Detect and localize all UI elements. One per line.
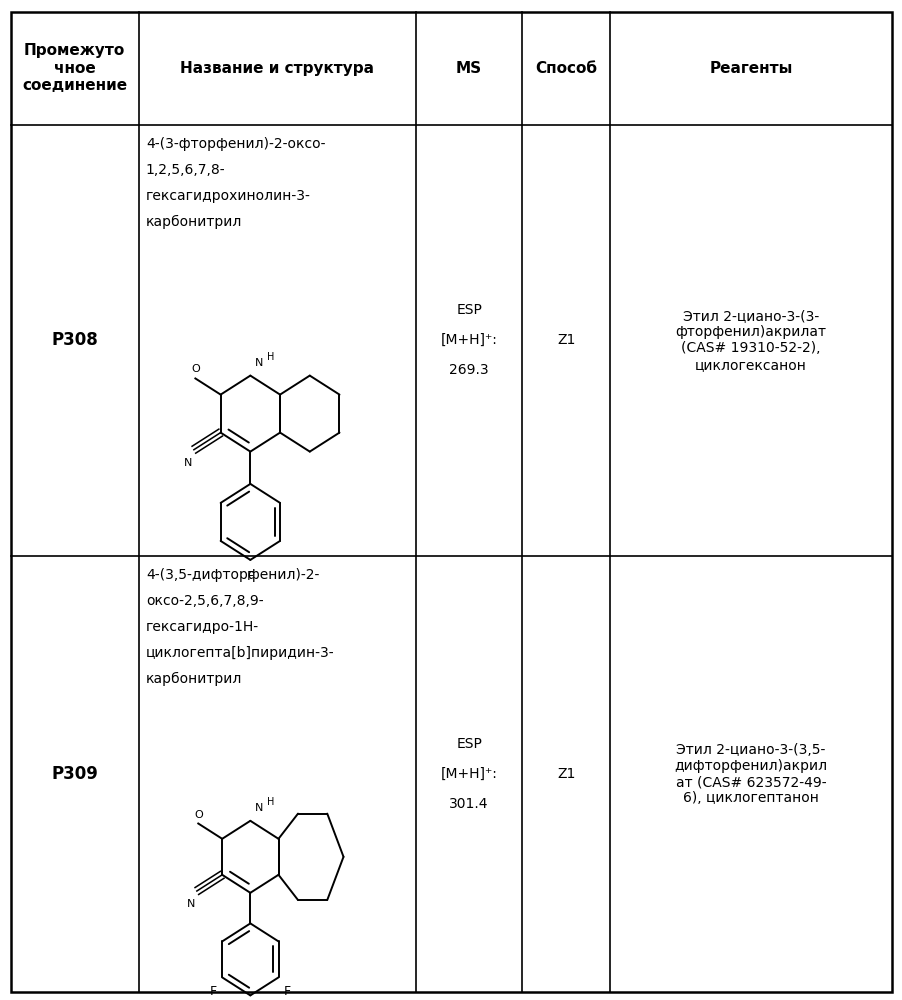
Text: карбонитрил: карбонитрил bbox=[146, 215, 242, 229]
Text: P309: P309 bbox=[51, 765, 98, 783]
Text: N: N bbox=[254, 358, 263, 368]
Text: гексагидро-1Н-: гексагидро-1Н- bbox=[146, 620, 259, 634]
Text: Промежуто
чное
соединение: Промежуто чное соединение bbox=[23, 43, 127, 93]
Text: Z1: Z1 bbox=[557, 333, 575, 347]
Text: [M+H]⁺:: [M+H]⁺: bbox=[440, 333, 497, 347]
Text: 269.3: 269.3 bbox=[449, 363, 488, 377]
Text: N: N bbox=[183, 458, 192, 468]
Text: ESP: ESP bbox=[456, 737, 482, 751]
Text: гексагидрохинолин-3-: гексагидрохинолин-3- bbox=[146, 189, 310, 203]
Text: P308: P308 bbox=[51, 331, 98, 349]
Text: O: O bbox=[194, 810, 202, 820]
Text: O: O bbox=[191, 364, 199, 374]
Text: циклогепта[b]пиридин-3-: циклогепта[b]пиридин-3- bbox=[146, 646, 334, 660]
Text: H: H bbox=[266, 797, 273, 807]
Text: Название и структура: Название и структура bbox=[180, 61, 374, 76]
Text: N: N bbox=[187, 899, 195, 909]
Text: 301.4: 301.4 bbox=[449, 797, 488, 811]
Text: Способ: Способ bbox=[535, 61, 596, 76]
Text: карбонитрил: карбонитрил bbox=[146, 672, 242, 686]
Text: оксо-2,5,6,7,8,9-: оксо-2,5,6,7,8,9- bbox=[146, 594, 263, 608]
Text: H: H bbox=[266, 352, 273, 362]
Text: Этил 2-циано-3-(3-
фторфенил)акрилат
(CAS# 19310-52-2),
циклогексанон: Этил 2-циано-3-(3- фторфенил)акрилат (CA… bbox=[675, 309, 825, 372]
Text: N: N bbox=[254, 803, 263, 813]
Text: F: F bbox=[246, 570, 253, 583]
Text: 1,2,5,6,7,8-: 1,2,5,6,7,8- bbox=[146, 163, 226, 177]
Text: 4-(3,5-дифторфенил)-2-: 4-(3,5-дифторфенил)-2- bbox=[146, 568, 319, 582]
Text: MS: MS bbox=[456, 61, 482, 76]
Text: Этил 2-циано-3-(3,5-
дифторфенил)акрил
ат (CAS# 623572-49-
6), циклогептанон: Этил 2-циано-3-(3,5- дифторфенил)акрил а… bbox=[674, 743, 827, 805]
Text: F: F bbox=[283, 985, 290, 998]
Text: 4-(3-фторфенил)-2-оксо-: 4-(3-фторфенил)-2-оксо- bbox=[146, 137, 325, 151]
Text: Реагенты: Реагенты bbox=[709, 61, 792, 76]
Text: Z1: Z1 bbox=[557, 767, 575, 781]
Text: F: F bbox=[209, 985, 216, 998]
Text: ESP: ESP bbox=[456, 303, 482, 317]
Text: [M+H]⁺:: [M+H]⁺: bbox=[440, 767, 497, 781]
